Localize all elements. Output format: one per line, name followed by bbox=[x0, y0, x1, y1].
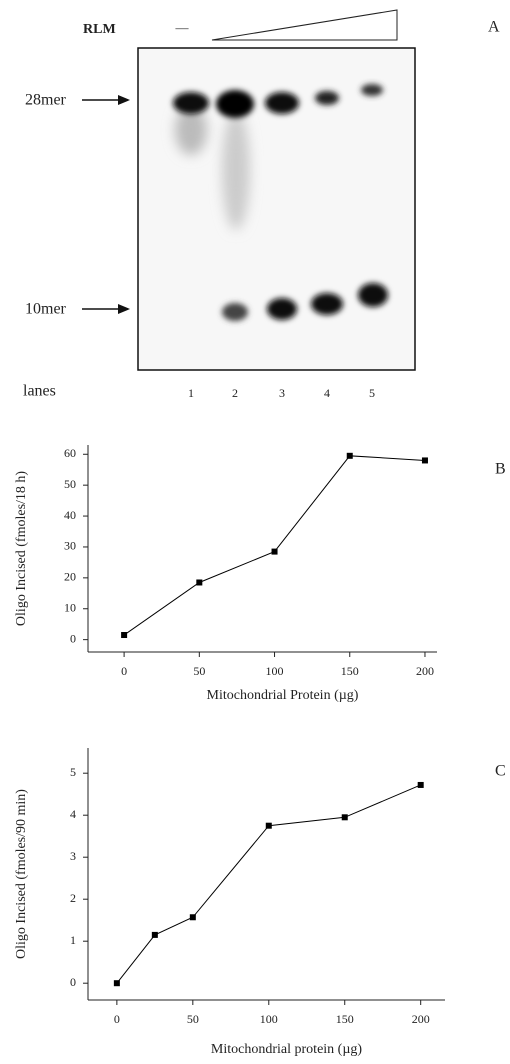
data-point bbox=[190, 914, 196, 920]
data-point bbox=[114, 980, 120, 986]
x-tick-label: 0 bbox=[121, 664, 127, 678]
y-axis-label: Oligo Incised (fmoles/18 h) bbox=[14, 471, 29, 626]
y-tick-label: 50 bbox=[64, 477, 76, 491]
x-axis-label: Mitochondrial protein (µg) bbox=[211, 1042, 362, 1057]
data-point bbox=[121, 632, 127, 638]
data-point bbox=[266, 823, 272, 829]
data-point bbox=[422, 457, 428, 463]
figure: RLM — A 28mer 10mer lanes 12345010203040… bbox=[0, 0, 510, 1064]
gel-band bbox=[361, 84, 383, 96]
arrow bbox=[82, 95, 130, 105]
x-tick-label: 50 bbox=[193, 664, 205, 678]
lane-number: 2 bbox=[232, 386, 238, 400]
panel-label: B bbox=[495, 461, 506, 478]
gradient-triangle bbox=[212, 10, 397, 40]
lane-number: 1 bbox=[188, 386, 194, 400]
data-line bbox=[117, 785, 421, 983]
data-line bbox=[124, 456, 425, 635]
x-tick-label: 100 bbox=[260, 1012, 278, 1026]
x-tick-label: 50 bbox=[187, 1012, 199, 1026]
arrow bbox=[82, 304, 130, 314]
gel-band bbox=[311, 293, 343, 315]
lane-number: 5 bbox=[369, 386, 375, 400]
panel-label: C bbox=[495, 763, 506, 780]
gel-band bbox=[358, 283, 388, 307]
x-tick-label: 150 bbox=[341, 664, 359, 678]
band-label: 28mer bbox=[25, 92, 67, 109]
data-point bbox=[196, 579, 202, 585]
control-mark: — bbox=[175, 20, 190, 35]
lanes-label: lanes bbox=[23, 383, 56, 400]
gel-smear bbox=[222, 110, 250, 230]
data-point bbox=[342, 814, 348, 820]
y-tick-label: 60 bbox=[64, 446, 76, 460]
y-tick-label: 5 bbox=[70, 765, 76, 779]
gel-band bbox=[265, 92, 299, 114]
x-tick-label: 200 bbox=[412, 1012, 430, 1026]
gel-band bbox=[222, 303, 248, 321]
data-point bbox=[347, 453, 353, 459]
panel-label: A bbox=[488, 19, 500, 36]
data-point bbox=[272, 549, 278, 555]
y-tick-label: 20 bbox=[64, 570, 76, 584]
treatment-label: RLM bbox=[83, 22, 116, 37]
y-tick-label: 4 bbox=[70, 807, 76, 821]
x-tick-label: 100 bbox=[266, 664, 284, 678]
y-tick-label: 0 bbox=[70, 975, 76, 989]
y-tick-label: 40 bbox=[64, 508, 76, 522]
data-point bbox=[418, 782, 424, 788]
y-tick-label: 2 bbox=[70, 891, 76, 905]
gel-band bbox=[216, 90, 254, 118]
y-tick-label: 3 bbox=[70, 849, 76, 863]
gel-band bbox=[173, 92, 209, 114]
x-axis-label: Mitochondrial Protein (µg) bbox=[207, 688, 359, 703]
x-tick-label: 150 bbox=[336, 1012, 354, 1026]
lane-number: 4 bbox=[324, 386, 330, 400]
x-tick-label: 200 bbox=[416, 664, 434, 678]
y-tick-label: 1 bbox=[70, 933, 76, 947]
band-label: 10mer bbox=[25, 301, 67, 318]
x-tick-label: 0 bbox=[114, 1012, 120, 1026]
y-axis-label: Oligo Incised (fmoles/90 min) bbox=[14, 789, 29, 959]
lane-number: 3 bbox=[279, 386, 285, 400]
gel-band bbox=[267, 298, 297, 320]
y-tick-label: 0 bbox=[70, 631, 76, 645]
y-tick-label: 10 bbox=[64, 600, 76, 614]
y-tick-label: 30 bbox=[64, 539, 76, 553]
gel-band bbox=[315, 91, 339, 105]
page: RLM — A 28mer 10mer lanes 12345010203040… bbox=[0, 0, 510, 1064]
data-point bbox=[152, 932, 158, 938]
